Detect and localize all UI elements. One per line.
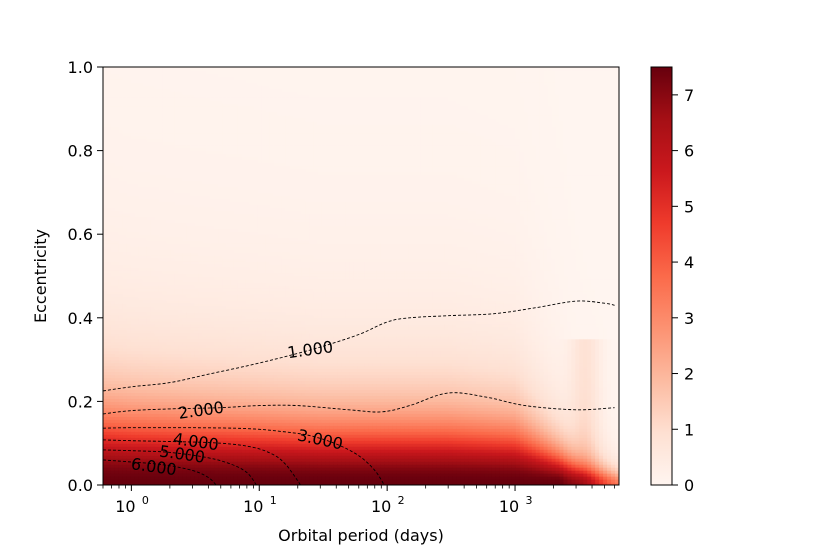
x-tick-exponent: 0 — [142, 494, 149, 507]
x-tick-exponent: 3 — [526, 494, 533, 507]
y-tick-label: 0.0 — [68, 476, 93, 495]
colorbar-tick-label: 4 — [684, 253, 694, 272]
contour-line-3 — [103, 427, 385, 485]
x-tick-exponent: 1 — [270, 494, 277, 507]
contour-line-2 — [103, 392, 615, 415]
colorbar-tick-label: 2 — [684, 365, 694, 384]
colorbar-tick-label: 7 — [684, 86, 694, 105]
x-tick-label: 10 — [243, 497, 263, 516]
y-tick-label: 0.8 — [68, 142, 93, 161]
x-tick-exponent: 2 — [398, 494, 405, 507]
contour-line-6 — [103, 459, 217, 485]
x-axis-ticks: 10 0 10 1 10 2 10 3 — [115, 485, 533, 516]
x-tick-label: 10 — [115, 497, 135, 516]
colorbar-tick-label: 6 — [684, 142, 694, 161]
heatmap-field — [103, 67, 619, 485]
x-tick-label: 10 — [499, 497, 519, 516]
colorbar-tick-label: 5 — [684, 197, 694, 216]
y-tick-label: 0.6 — [68, 225, 93, 244]
colorbar-tick-label: 0 — [684, 476, 694, 495]
contour-line-4 — [103, 439, 301, 485]
y-tick-label: 1.0 — [68, 58, 93, 77]
x-tick-label: 10 — [371, 497, 391, 516]
x-axis-minor-ticks — [102, 485, 615, 489]
colorbar-ticks: 0 1 2 3 4 5 6 7 — [672, 86, 694, 495]
plot-frame — [102, 66, 620, 486]
colorbar-tick-label: 3 — [684, 309, 694, 328]
colorbar — [650, 66, 673, 486]
y-tick-label: 0.4 — [68, 309, 93, 328]
contour-line-1 — [103, 300, 615, 392]
contour-line-5 — [103, 449, 257, 485]
y-tick-label: 0.2 — [68, 392, 93, 411]
contour-lines — [103, 300, 615, 485]
y-axis-ticks: 0.0 0.2 0.4 0.6 0.8 1.0 — [68, 58, 103, 495]
colorbar-tick-label: 1 — [684, 420, 694, 439]
y-axis-title: Eccentricity — [31, 229, 50, 323]
x-axis-title: Orbital period (days) — [278, 526, 444, 545]
